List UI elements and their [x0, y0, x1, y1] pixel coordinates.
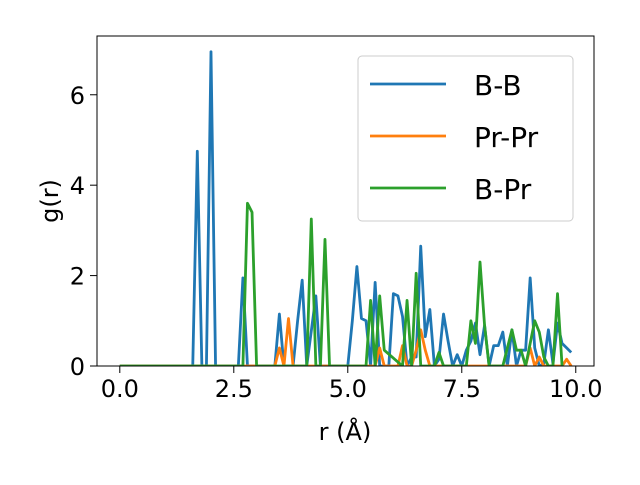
- x-ticks: 0.0 2.5 5.0 7.5 10.0: [101, 366, 602, 403]
- series-line-pr-pr: [119, 317, 573, 366]
- x-axis-label: r (Å): [319, 417, 372, 446]
- plot-frame: [96, 35, 595, 367]
- legend-label-b-b: B-B: [474, 69, 522, 102]
- y-tick-label: 0: [70, 353, 85, 381]
- y-tick-label: 4: [70, 172, 85, 200]
- x-tick-label: 2.5: [215, 375, 253, 403]
- y-axis-label: g(r): [36, 179, 64, 223]
- legend-label-b-pr: B-Pr: [474, 173, 532, 206]
- plot-lines: [119, 50, 573, 366]
- x-tick-label: 5.0: [329, 375, 367, 403]
- x-tick-label: 7.5: [443, 375, 481, 403]
- legend-label-pr-pr: Pr-Pr: [474, 121, 539, 154]
- series-line-b-pr: [119, 201, 564, 366]
- legend: B-B Pr-Pr B-Pr: [357, 55, 574, 222]
- x-tick-label: 10.0: [549, 375, 602, 403]
- y-tick-label: 6: [70, 82, 85, 110]
- y-tick-label: 2: [70, 263, 85, 291]
- legend-box: [357, 55, 574, 222]
- y-ticks: 0 2 4 6: [70, 82, 97, 381]
- x-tick-label: 0.0: [101, 375, 139, 403]
